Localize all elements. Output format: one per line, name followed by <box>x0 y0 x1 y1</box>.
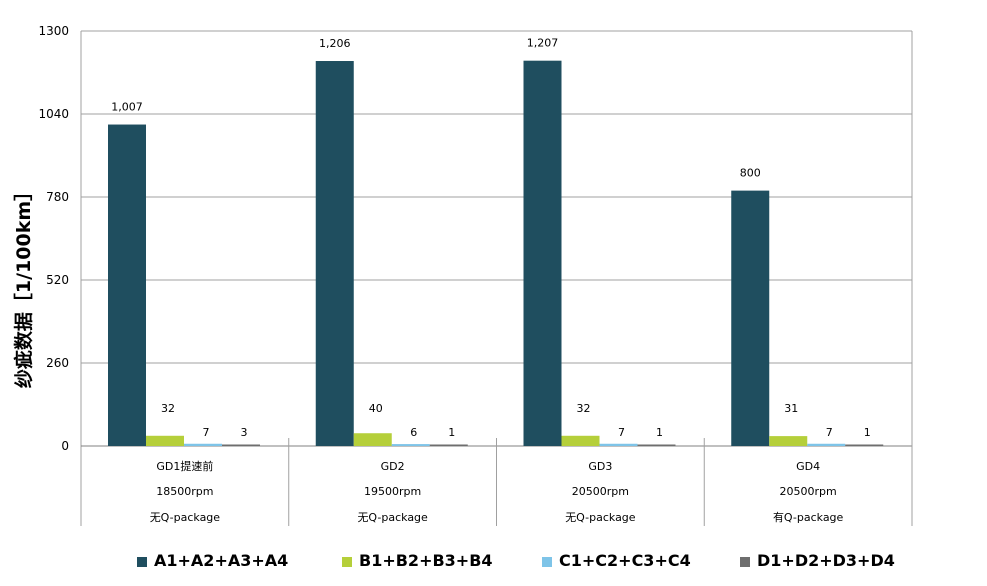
bar <box>807 443 846 446</box>
legend-label: B1+B2+B3+B4 <box>359 551 493 570</box>
bar <box>561 435 600 446</box>
data-label: 1,206 <box>319 37 351 50</box>
data-label: 7 <box>618 426 625 439</box>
y-tick-label: 1040 <box>38 107 69 121</box>
legend-label: A1+A2+A3+A4 <box>154 551 288 570</box>
x-category-label: 无Q-package <box>565 511 636 524</box>
x-category-label: 20500rpm <box>572 485 629 498</box>
data-label: 40 <box>369 402 383 415</box>
y-tick-label: 780 <box>46 190 69 204</box>
category-layer: GD1提速前 18500rpm 无Q-package GD2 19500rpm 无Q-pa… <box>150 438 913 526</box>
legend-swatch <box>740 557 750 567</box>
x-category-label: GD4 <box>796 460 820 473</box>
grid-layer <box>81 30 912 364</box>
y-axis-title: 纱疵数据［1/100km］ <box>12 182 35 388</box>
bar-layer <box>108 60 884 447</box>
axis-layer: 0 260 520 780 1040 1300 <box>38 24 913 526</box>
data-label: 1 <box>448 426 455 439</box>
bar <box>184 443 222 446</box>
y-tick-label: 260 <box>46 356 69 370</box>
legend-swatch <box>342 557 352 567</box>
bar <box>599 443 638 446</box>
legend-swatch <box>137 557 147 567</box>
legend-label: D1+D2+D3+D4 <box>757 551 895 570</box>
legend: A1+A2+A3+A4 B1+B2+B3+B4 C1+C2+C3+C4 D1+D2+D… <box>137 551 895 570</box>
data-label: 800 <box>740 167 761 180</box>
x-category-label: 18500rpm <box>156 485 213 498</box>
bar <box>845 444 884 446</box>
data-label: 3 <box>241 426 248 439</box>
bar <box>315 61 354 446</box>
x-category-label: 无Q-package <box>150 511 221 524</box>
bar <box>391 444 430 446</box>
data-label: 1,007 <box>111 101 143 114</box>
data-label: 32 <box>577 402 591 415</box>
bar <box>222 444 260 446</box>
x-category-label: 19500rpm <box>364 485 421 498</box>
label-layer: 1,007 32 7 3 1,206 40 6 1 1,207 32 7 1 800 31 7 1 <box>111 37 871 439</box>
x-category-label: GD3 <box>588 460 612 473</box>
data-label: 7 <box>203 426 210 439</box>
data-label: 32 <box>161 402 175 415</box>
x-category-label: 有Q-package <box>773 510 844 524</box>
y-tick-label: 520 <box>46 273 69 287</box>
x-category-label: GD2 <box>381 460 405 473</box>
x-category-label: GD1提速前 <box>156 459 213 473</box>
x-category-label: 无Q-package <box>357 511 428 524</box>
bar <box>769 436 808 446</box>
y-tick-label: 0 <box>61 439 69 453</box>
bar <box>637 444 676 446</box>
data-label: 1 <box>864 426 871 439</box>
data-label: 1,207 <box>527 37 559 50</box>
bar <box>146 435 184 446</box>
bar <box>353 433 392 446</box>
bar <box>108 124 146 447</box>
data-label: 31 <box>784 402 798 415</box>
bar <box>731 190 770 446</box>
y-tick-label: 1300 <box>38 24 69 38</box>
legend-label: C1+C2+C3+C4 <box>559 551 691 570</box>
data-label: 7 <box>826 426 833 439</box>
x-category-label: 20500rpm <box>780 485 837 498</box>
data-label: 1 <box>656 426 663 439</box>
data-label: 6 <box>410 426 417 439</box>
bar <box>523 60 562 446</box>
bar <box>429 444 468 446</box>
legend-swatch <box>542 557 552 567</box>
